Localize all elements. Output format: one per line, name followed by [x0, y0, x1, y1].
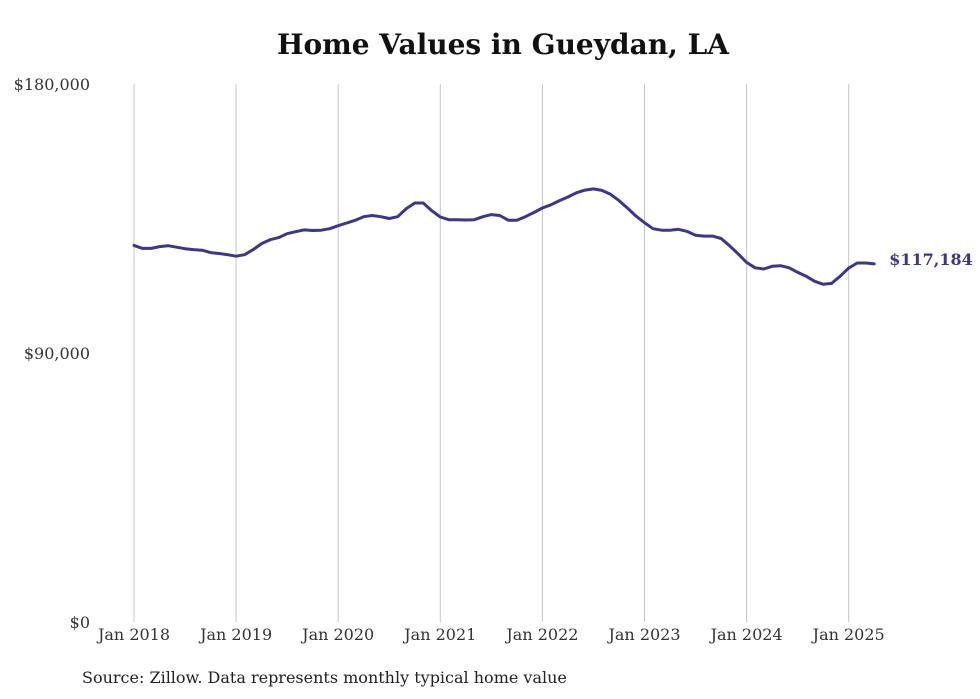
series-line-0: [132, 187, 876, 286]
x-tick-label: Jan 2021: [402, 625, 476, 644]
grid-lines: [133, 84, 850, 622]
x-tick-label: Jan 2022: [504, 625, 578, 644]
x-tick-label: Jan 2020: [300, 625, 374, 644]
x-axis-ticks: Jan 2018 Jan 2019 Jan 2020 Jan 2021 Jan 2022…: [96, 625, 885, 644]
y-tick-label: $180,000: [14, 75, 90, 94]
end-value-label: $117,184: [889, 250, 973, 269]
y-tick-label: $90,000: [24, 344, 90, 363]
x-tick-label: Jan 2023: [606, 625, 680, 644]
series-lines: [132, 187, 876, 286]
y-axis-ticks: $0 $90,000 $180,000: [14, 75, 90, 632]
chart-title: Home Values in Gueydan, LA: [276, 28, 730, 61]
source-note: Source: Zillow. Data represents monthly …: [82, 668, 567, 687]
x-tick-label: Jan 2019: [198, 625, 272, 644]
x-tick-label: Jan 2018: [96, 625, 170, 644]
x-tick-label: Jan 2024: [709, 625, 783, 644]
x-tick-label: Jan 2025: [811, 625, 885, 644]
y-tick-label: $0: [70, 613, 90, 632]
